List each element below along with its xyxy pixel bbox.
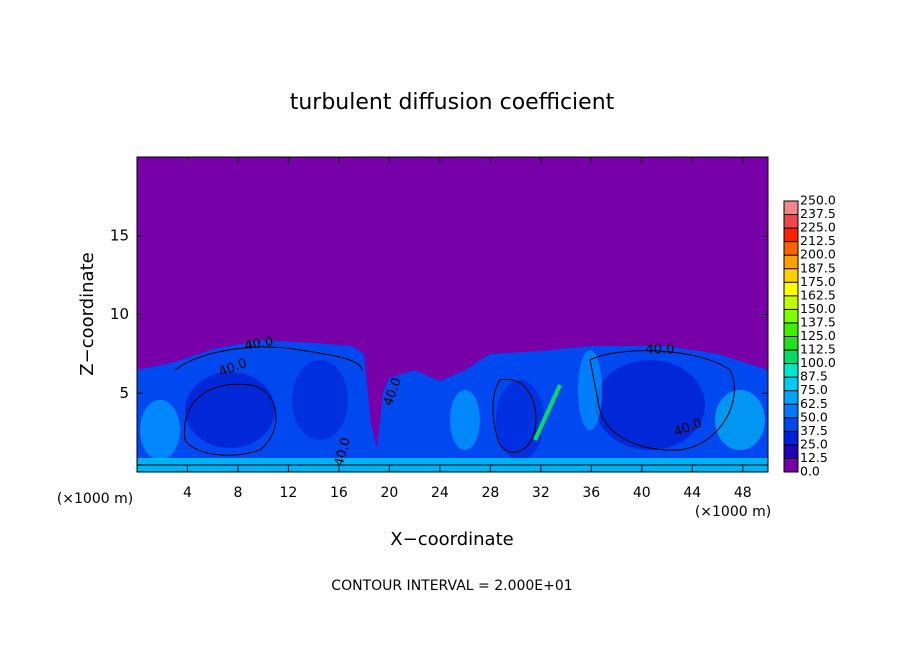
- x-tick-label: 28: [481, 485, 499, 501]
- contour-line: [174, 346, 363, 371]
- x-tick-label: 4: [183, 485, 192, 501]
- colorbar-swatch: [784, 322, 798, 337]
- colorbar-label: 187.5: [800, 260, 836, 275]
- colorbar-swatch: [784, 336, 798, 351]
- colorbar-swatch: [784, 458, 798, 472]
- colorbar-swatch: [784, 377, 798, 391]
- colorbar-label: 125.0: [800, 328, 836, 343]
- colorbar-swatch: [784, 214, 798, 229]
- colorbar-label: 25.0: [800, 436, 828, 451]
- colorbar-label: 175.0: [800, 274, 836, 289]
- x-axis-label: X−coordinate: [390, 529, 513, 550]
- field-region: [715, 390, 765, 450]
- colorbar-swatch: [784, 417, 798, 432]
- contour-label: 40.0: [332, 436, 354, 468]
- colorbar-label: 200.0: [800, 247, 836, 262]
- x-tick-label: 32: [532, 485, 550, 501]
- colorbar-swatch: [784, 444, 798, 459]
- colorbar-label: 225.0: [800, 220, 836, 235]
- y-tick-label: 5: [119, 384, 129, 402]
- colorbar-swatch: [784, 282, 798, 296]
- colorbar-label: 100.0: [800, 355, 836, 370]
- contour-label: 40.0: [646, 343, 675, 358]
- colorbar-swatch: [784, 404, 798, 418]
- y-axis-label: Z−coordinate: [77, 252, 98, 375]
- colorbar-label: 75.0: [800, 382, 828, 397]
- x-tick-label: 36: [582, 485, 600, 501]
- colorbar-label: 237.5: [800, 206, 836, 221]
- colorbar-label: 37.5: [800, 423, 828, 438]
- colorbar-label: 162.5: [800, 287, 836, 302]
- contour-line: [492, 378, 537, 453]
- contour-line: [589, 350, 735, 451]
- x-tick-label: 24: [431, 485, 449, 501]
- colorbar-swatch: [784, 363, 798, 378]
- x-tick-label: 16: [330, 485, 348, 501]
- colorbar-label: 212.5: [800, 233, 836, 248]
- y-tick-label: 10: [110, 305, 129, 323]
- contour-line: [183, 383, 277, 456]
- y-tick-label: 15: [110, 226, 129, 244]
- colorbar-swatch: [784, 268, 798, 283]
- x-tick-label: 44: [683, 485, 701, 501]
- field-region: [450, 390, 480, 450]
- colorbar-label: 12.5: [800, 450, 828, 465]
- x-unit-label: (×1000 m): [695, 504, 771, 520]
- colorbar-label: 0.0: [800, 464, 820, 479]
- x-tick-label: 40: [633, 485, 651, 501]
- field-region: [595, 360, 705, 450]
- colorbar-swatch: [784, 295, 798, 310]
- colorbar-swatch: [784, 241, 798, 256]
- field-region: [292, 360, 348, 440]
- colorbar-label: 150.0: [800, 301, 836, 316]
- x-tick-label: 20: [380, 485, 398, 501]
- colorbar-label: 62.5: [800, 396, 828, 411]
- colorbar-swatch: [784, 431, 798, 445]
- colorbar-swatch: [784, 255, 798, 269]
- x-tick-label: 12: [280, 485, 298, 501]
- colorbar-label: 112.5: [800, 342, 836, 357]
- colorbar-swatch: [784, 309, 798, 323]
- field: [137, 157, 768, 472]
- colorbar-swatch: [784, 228, 798, 242]
- contour-label: 40.0: [243, 334, 274, 354]
- colorbar-label: 250.0: [800, 193, 836, 208]
- colorbar-swatch: [784, 390, 798, 405]
- colorbar-swatch: [784, 201, 798, 215]
- colorbar-label: 137.5: [800, 314, 836, 329]
- y-unit-label: (×1000 m): [57, 491, 133, 507]
- field-region: [140, 400, 180, 460]
- footnote: CONTOUR INTERVAL = 2.000E+01: [331, 578, 572, 594]
- field-region: [533, 384, 562, 441]
- x-tick-label: 8: [233, 485, 242, 501]
- colorbar-label: 50.0: [800, 409, 828, 424]
- field-region: [578, 350, 602, 430]
- chart-title: turbulent diffusion coefficient: [290, 90, 615, 115]
- field-region: [185, 372, 275, 448]
- colorbar-swatch: [784, 350, 798, 364]
- x-tick-label: 48: [734, 485, 752, 501]
- colorbar-label: 87.5: [800, 369, 828, 384]
